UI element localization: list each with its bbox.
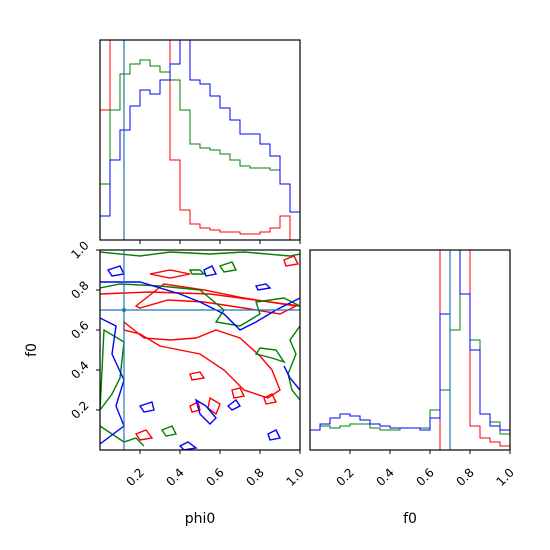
histogram-phi0-frame xyxy=(99,39,301,241)
x-tick-label: 1.0 xyxy=(283,465,306,488)
contour-line-4 xyxy=(207,396,221,416)
contour-line-21 xyxy=(100,317,125,445)
contour-line-11 xyxy=(100,251,300,257)
x-tick-label: 0.2 xyxy=(123,465,146,488)
y-tick-label: 1.0 xyxy=(68,238,91,261)
contour-line-3 xyxy=(189,400,201,413)
contour-line-5 xyxy=(231,387,246,399)
x-tick-label: 0.4 xyxy=(163,465,186,488)
contour-line-22 xyxy=(283,365,300,391)
x-tick-label: 0.2 xyxy=(333,465,356,488)
contour-line-25 xyxy=(254,283,272,291)
contour-line-26 xyxy=(194,398,217,425)
x-axis-label-phi0: phi0 xyxy=(185,511,216,527)
histogram-f0-series-0 xyxy=(310,250,510,450)
histogram-phi0-series-2 xyxy=(100,40,300,240)
contour-line-10 xyxy=(100,291,300,307)
histogram-f0-panel: 0.2 0.4 0.6 0.8 1.0 xyxy=(309,249,517,489)
y-tick-label: 0.6 xyxy=(68,318,91,341)
histogram-phi0-series xyxy=(100,40,300,240)
histogram-phi0-series-0 xyxy=(100,40,300,240)
x-tick-label: 0.6 xyxy=(203,465,226,488)
x-tick-label: 0.4 xyxy=(373,465,396,488)
contour-line-30 xyxy=(178,441,198,450)
x-axis-label-f0: f0 xyxy=(403,511,417,527)
contour-line-18 xyxy=(188,269,206,275)
contour-line-0 xyxy=(134,283,299,315)
x-tick-label: 1.0 xyxy=(493,465,516,488)
contour-line-27 xyxy=(226,398,242,411)
histogram-phi0-series-1 xyxy=(100,59,300,240)
x-tick-label: 0.8 xyxy=(243,465,266,488)
contour-line-8 xyxy=(134,429,154,441)
histogram-phi0-panel xyxy=(99,39,301,244)
x-tick-label: 0.8 xyxy=(453,465,476,488)
y-tick-label: 0.8 xyxy=(68,278,91,301)
contour-line-19 xyxy=(218,261,238,273)
contour-line-14 xyxy=(287,325,300,401)
x-tick-label: 0.6 xyxy=(413,465,436,488)
histogram-f0-series-2 xyxy=(310,250,510,450)
contour-line-23 xyxy=(106,265,126,277)
contour-line-2 xyxy=(149,269,191,279)
y-tick-label: 0.2 xyxy=(68,398,91,421)
axis-labels: phi0 f0 f0 xyxy=(24,343,417,527)
contour-line-29 xyxy=(267,429,282,441)
contour-line-24 xyxy=(203,265,218,277)
histogram-f0-frame xyxy=(309,249,511,451)
contour-line-15 xyxy=(254,347,286,364)
contour-line-20 xyxy=(100,281,300,331)
contour-frame xyxy=(99,249,301,451)
y-axis-label-f0: f0 xyxy=(24,343,40,357)
contour-line-7 xyxy=(189,371,206,381)
contour-line-9 xyxy=(283,255,300,267)
contour-line-12 xyxy=(100,283,300,327)
contour-line-1 xyxy=(123,320,281,399)
contour-line-17 xyxy=(160,425,178,437)
truth-point xyxy=(122,308,126,312)
histogram-f0-series xyxy=(310,250,510,450)
contour-line-6 xyxy=(263,393,278,405)
y-tick-label: 0.4 xyxy=(68,358,91,381)
contour-phi0-f0-panel: 0.2 0.4 0.6 0.8 1.0 0.2 0.4 0.6 0.8 1.0 xyxy=(68,238,307,489)
contour-line-28 xyxy=(138,401,155,413)
contour-line-13 xyxy=(100,328,125,412)
contour-lines xyxy=(100,251,300,450)
